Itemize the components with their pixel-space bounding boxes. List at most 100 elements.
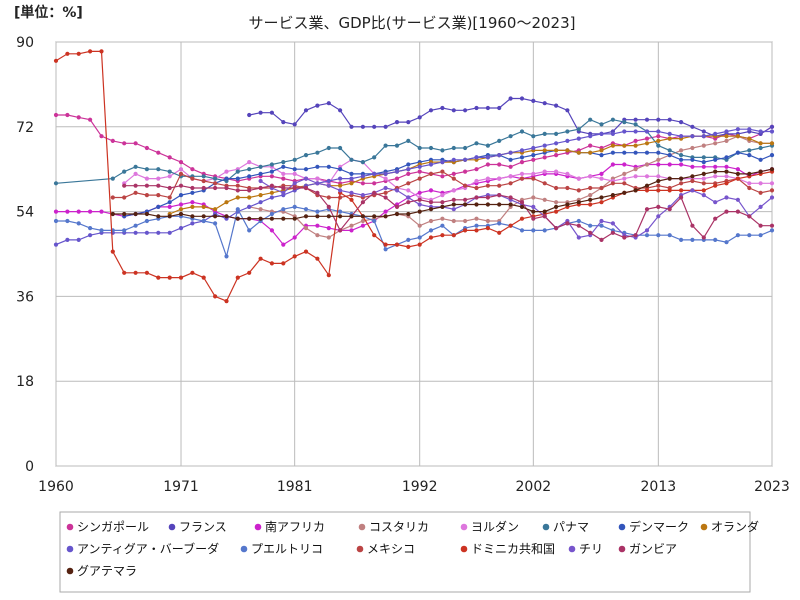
data-point [122, 211, 127, 217]
x-tick-label: 1971 [163, 479, 199, 495]
data-point [519, 171, 525, 176]
legend-item: チリ [568, 542, 603, 556]
data-point [713, 200, 718, 205]
data-point [508, 202, 513, 207]
legend-marker [66, 545, 74, 553]
data-point [167, 195, 172, 200]
data-point [531, 228, 536, 233]
data-point [178, 160, 184, 165]
data-point [588, 223, 593, 228]
data-point [679, 181, 684, 186]
data-point [292, 185, 297, 191]
data-point [53, 209, 59, 214]
data-point [508, 134, 513, 139]
data-point [633, 138, 638, 143]
data-point [315, 256, 320, 261]
data-point [258, 200, 263, 205]
data-point [372, 171, 377, 176]
data-point [440, 233, 445, 238]
data-point [360, 160, 365, 165]
data-point [213, 294, 218, 299]
data-point [349, 157, 354, 162]
data-point [281, 207, 286, 212]
legend-item: デンマーク [618, 519, 689, 534]
data-point [269, 195, 274, 200]
data-point [690, 157, 695, 162]
data-point [383, 190, 388, 195]
data-point [713, 169, 718, 174]
data-point [417, 202, 422, 207]
legend-label: メキシコ [367, 542, 415, 556]
data-point [99, 209, 104, 214]
data-point [167, 214, 172, 219]
data-point [269, 183, 274, 188]
data-point [213, 207, 218, 212]
data-point [417, 242, 422, 247]
data-point [713, 174, 718, 179]
data-point [713, 183, 718, 188]
data-point [247, 112, 252, 118]
data-point [463, 228, 468, 233]
legend-item: コスタリカ [358, 520, 429, 534]
data-point [497, 230, 502, 235]
data-point [383, 195, 388, 200]
data-point [201, 204, 206, 209]
data-point [542, 131, 547, 136]
data-point [576, 200, 581, 205]
data-point [178, 202, 184, 207]
data-point [485, 176, 490, 181]
data-point [224, 200, 229, 205]
data-point [451, 145, 456, 151]
data-point [247, 204, 252, 209]
data-point [428, 218, 434, 224]
data-point [554, 153, 559, 158]
data-point [610, 221, 616, 226]
x-tick-label: 2023 [754, 479, 790, 495]
data-point [122, 270, 127, 275]
data-point [451, 197, 456, 202]
data-point [406, 181, 411, 186]
data-point [326, 226, 331, 231]
data-point [53, 112, 59, 118]
data-point [690, 174, 695, 179]
data-point [224, 214, 229, 219]
data-point [463, 202, 468, 207]
data-point [519, 216, 525, 221]
data-point [394, 211, 400, 217]
legend-item: オランダ [700, 519, 759, 534]
data-point [610, 230, 616, 235]
data-point [656, 162, 661, 167]
y-axis: 0 18 36 54 72 90 [16, 35, 34, 475]
data-point [349, 223, 354, 228]
data-point [667, 207, 672, 212]
data-point [667, 153, 672, 158]
data-point [485, 218, 490, 224]
legend-label: シンガポール [77, 520, 149, 534]
data-point [735, 176, 741, 181]
series-10 [110, 169, 775, 200]
data-point [633, 174, 638, 179]
data-point [656, 233, 661, 238]
data-point [303, 185, 309, 191]
legend-item: アンティグア・バーブーダ [66, 541, 219, 556]
data-point [554, 131, 559, 136]
data-point [349, 124, 354, 129]
legend-item: メキシコ [356, 542, 415, 556]
data-point [281, 216, 286, 221]
data-point [99, 228, 104, 233]
data-point [610, 181, 616, 186]
data-point [338, 108, 343, 113]
data-point [110, 211, 115, 217]
data-point [144, 176, 149, 181]
data-point [315, 190, 320, 195]
data-point [519, 228, 525, 233]
data-point [247, 160, 252, 165]
data-point [554, 148, 559, 153]
data-point [485, 105, 490, 111]
plot-frame [55, 41, 773, 467]
data-point [133, 183, 138, 188]
data-point [588, 117, 593, 122]
data-point [224, 169, 229, 174]
data-point [644, 188, 650, 193]
data-point [485, 155, 490, 160]
